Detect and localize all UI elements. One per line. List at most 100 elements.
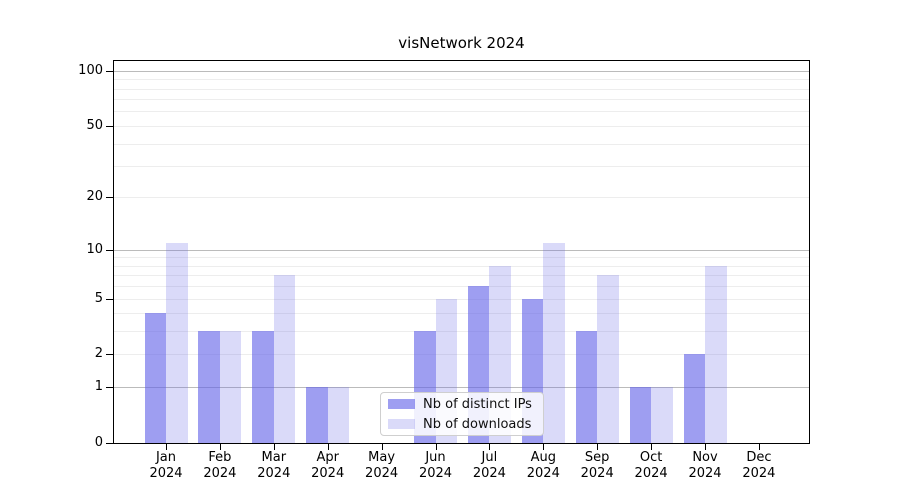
bar-nb-of-distinct-ips-jan [144,313,166,443]
x-tick-label-jan: Jan 2024 [131,450,201,482]
y-tick-label-100: 100 [78,62,103,78]
x-tick-month: Jan [155,450,177,465]
plot-area: Nb of distinct IPs Nb of downloads [113,60,810,444]
legend: Nb of distinct IPs Nb of downloads [380,392,544,436]
x-tick-year: 2024 [311,466,345,481]
chart-title: visNetwork 2024 [398,34,525,52]
x-tick-month: Jun [425,450,446,465]
y-tick-label-1: 1 [94,379,103,395]
legend-swatch-downloads [388,419,415,429]
y-tick-mark-50 [106,125,113,127]
bar-nb-of-downloads-nov [705,265,727,443]
x-tick-mark-oct [651,444,653,450]
x-tick-year: 2024 [257,466,291,481]
x-tick-month: Mar [261,450,287,465]
x-tick-year: 2024 [526,466,560,481]
gridline-8 [114,265,809,267]
x-tick-label-apr: Apr 2024 [293,450,363,482]
gridline-6 [114,286,809,288]
y-tick-mark-0 [106,443,113,444]
gridline-20 [114,197,809,199]
y-tick-mark-1 [106,387,113,389]
bar-nb-of-downloads-jan [166,242,188,443]
legend-label-distinct-ips: Nb of distinct IPs [423,396,532,412]
y-tick-mark-20 [106,197,113,199]
y-tick-label-20: 20 [86,189,103,205]
x-tick-year: 2024 [688,466,722,481]
x-tick-year: 2024 [365,466,399,481]
bar-nb-of-downloads-oct [651,387,673,443]
legend-swatch-distinct-ips [388,399,415,409]
x-tick-month: Feb [208,450,232,465]
bar-nb-of-downloads-mar [273,275,296,443]
x-tick-month: May [368,450,396,465]
gridline-30 [114,166,809,167]
x-tick-month: Aug [530,450,556,465]
x-tick-year: 2024 [149,466,183,481]
x-tick-month: Nov [692,450,718,465]
gridline-1 [114,387,809,389]
y-tick-label-2: 2 [94,346,103,362]
legend-entry-distinct-ips: Nb of distinct IPs [388,394,543,414]
x-tick-mark-nov [705,444,706,450]
bar-nb-of-downloads-feb [219,331,242,443]
gridline-3 [114,331,809,333]
x-tick-label-oct: Oct 2024 [616,450,686,482]
x-tick-mark-jan [166,444,167,450]
bar-nb-of-downloads-aug [543,242,565,443]
gridline-50 [114,125,809,127]
x-tick-month: Apr [316,450,339,465]
bars-layer [114,61,809,443]
x-tick-label-mar: Mar 2024 [239,450,309,482]
x-tick-label-feb: Feb 2024 [185,450,255,482]
bar-nb-of-distinct-ips-oct [629,387,652,443]
grid-layer [114,61,809,443]
bar-nb-of-downloads-sep [597,275,619,443]
x-tick-mark-mar [273,444,275,450]
x-tick-mark-feb [219,444,221,450]
gridline-40 [114,143,809,145]
x-tick-mark-dec [758,444,760,450]
x-tick-year: 2024 [418,466,453,481]
legend-entry-downloads: Nb of downloads [388,414,543,434]
y-tick-mark-10 [106,249,113,251]
x-tick-mark-apr [327,444,329,450]
gridline-60 [114,111,809,113]
x-tick-year: 2024 [580,466,614,481]
x-tick-label-jun: Jun 2024 [401,450,471,482]
bar-nb-of-distinct-ips-nov [683,354,705,443]
y-tick-mark-2 [106,354,113,356]
gridline-100 [114,70,809,72]
bar-nb-of-distinct-ips-apr [306,387,328,443]
x-tick-year: 2024 [634,466,668,481]
x-tick-month: Dec [746,450,772,465]
x-tick-mark-may [381,444,383,450]
x-tick-year: 2024 [472,466,506,481]
x-tick-label-sep: Sep 2024 [562,450,632,482]
gridline-70 [114,99,809,101]
x-tick-label-dec: Dec 2024 [724,450,794,482]
y-tick-label-0: 0 [94,435,103,450]
y-tick-label-5: 5 [94,290,103,306]
x-tick-mark-sep [597,444,599,450]
x-tick-month: Jul [481,450,498,465]
legend-label-downloads: Nb of downloads [423,416,532,432]
x-tick-mark-aug [543,444,545,450]
x-tick-year: 2024 [742,466,776,481]
y-tick-mark-5 [106,298,113,300]
x-tick-mark-jun [435,444,437,450]
gridline-90 [114,79,809,81]
bar-nb-of-distinct-ips-feb [198,331,220,443]
bar-nb-of-distinct-ips-sep [575,331,598,443]
x-tick-month: Sep [584,450,610,465]
gridline-10 [114,249,809,251]
y-tick-mark-100 [106,70,113,72]
gridline-9 [114,257,809,259]
bar-nb-of-downloads-apr [327,387,350,443]
gridline-2 [114,354,809,356]
x-tick-label-jul: Jul 2024 [454,450,524,482]
y-tick-label-10: 10 [86,241,103,257]
x-tick-mark-jul [489,444,491,450]
gridline-7 [114,275,809,277]
